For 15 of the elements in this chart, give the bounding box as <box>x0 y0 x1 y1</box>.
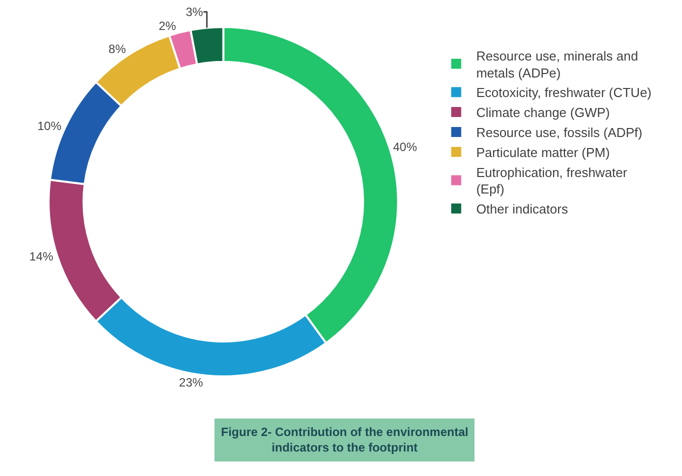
data-label: 2% <box>158 18 176 33</box>
data-label: 10% <box>37 119 62 134</box>
legend-label: Climate change (GWP) <box>476 105 610 120</box>
data-label: 8% <box>108 42 126 56</box>
legend-label: Other indicators <box>476 202 568 217</box>
legend-label: Particulate matter (PM) <box>476 144 610 160</box>
legend-label: Ecotoxicity, freshwater (CTUe) <box>476 85 652 100</box>
data-label: 14% <box>29 249 54 264</box>
legend-label: Eutrophication, freshwater (Epf) <box>476 164 628 197</box>
caption: Figure 2- Contribution of the environmental indicators to the footprint <box>221 425 468 455</box>
data-label: 40% <box>392 140 418 154</box>
data-label: 3% <box>186 4 204 19</box>
legend-label: Resource use, fossils (ADPf) <box>476 125 642 140</box>
data-label: 23% <box>179 376 204 390</box>
legend-label: Resource use, minerals and metals (ADPe) <box>476 48 638 80</box>
